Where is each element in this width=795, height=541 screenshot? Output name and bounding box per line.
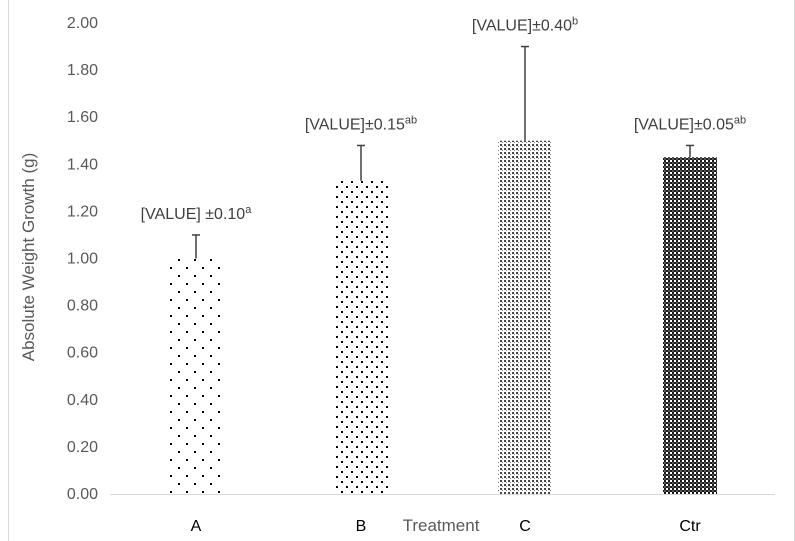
y-tick-label: 1.40 (67, 156, 98, 173)
error-bar-ctr (686, 144, 694, 158)
error-bar-a (192, 234, 200, 259)
data-label-superscript: ab (405, 114, 417, 126)
bar-c (498, 140, 552, 494)
y-tick-label: 1.60 (67, 109, 98, 126)
data-label-text: [VALUE]±0.05 (634, 116, 734, 133)
error-bar-b (357, 144, 365, 181)
error-bar-c (521, 45, 529, 141)
data-label-superscript: a (245, 204, 252, 216)
data-label-text: [VALUE]±0.40 (472, 18, 572, 35)
y-tick-label: 0.40 (67, 392, 98, 409)
data-label-b: [VALUE]±0.15ab (305, 114, 417, 133)
x-tick-label: C (519, 518, 531, 535)
data-label-a: [VALUE] ±0.10a (141, 204, 253, 223)
x-tick-label: A (191, 518, 202, 535)
x-axis-title: Treatment (403, 516, 480, 535)
data-label-text: [VALUE]±0.15 (305, 116, 405, 133)
x-tick-label: Ctr (679, 518, 701, 535)
data-label-superscript: b (572, 16, 578, 28)
y-tick-label: 1.00 (67, 251, 98, 268)
bar-b (334, 180, 388, 494)
bar-a (169, 258, 223, 494)
x-tick-label: B (356, 518, 367, 535)
y-axis-title: Absolute Weight Growth (g) (19, 153, 38, 362)
y-tick-label: 0.80 (67, 298, 98, 315)
data-label-c: [VALUE]±0.40b (472, 16, 578, 35)
y-tick-label: 2.00 (67, 15, 98, 32)
data-label-text: [VALUE] ±0.10 (141, 206, 246, 223)
data-label-ctr: [VALUE]±0.05ab (634, 114, 746, 133)
y-tick-label: 0.00 (67, 486, 98, 503)
y-tick-label: 0.20 (67, 439, 98, 456)
bar-ctr (663, 157, 717, 495)
y-tick-label: 0.60 (67, 345, 98, 362)
y-tick-label: 1.80 (67, 62, 98, 79)
data-label-superscript: ab (734, 114, 746, 126)
y-tick-label: 1.20 (67, 203, 98, 220)
